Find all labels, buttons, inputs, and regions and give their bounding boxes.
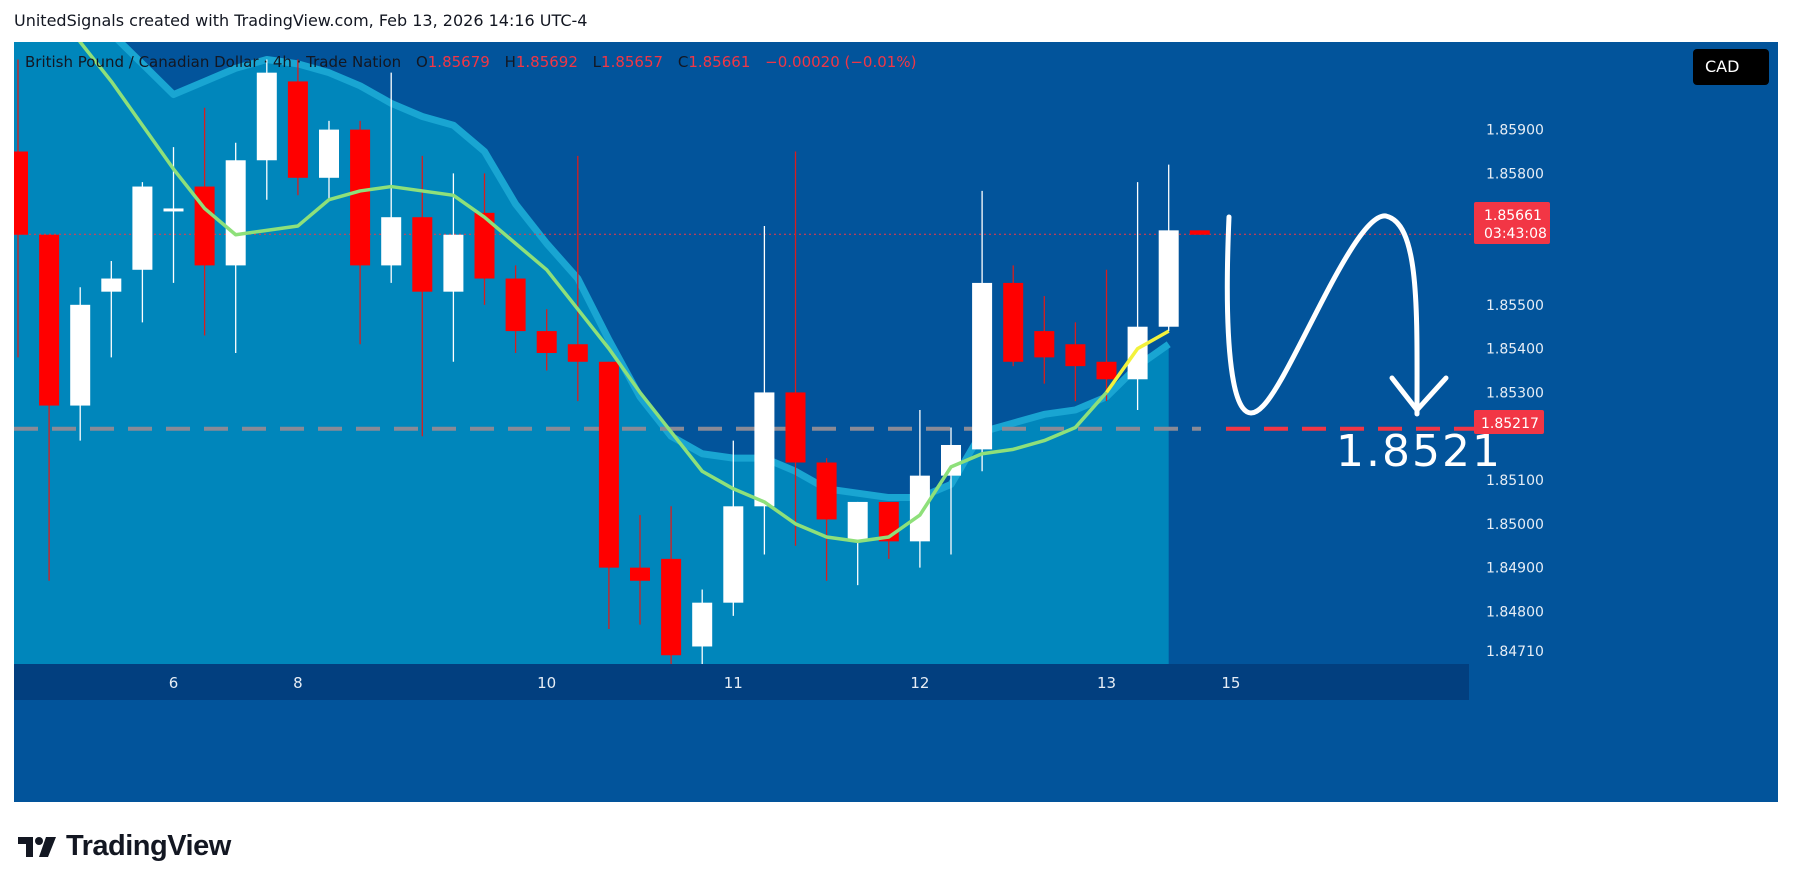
price-axis-tick-label: 1.85100 bbox=[1486, 473, 1544, 489]
price-axis-tick-label: 1.85000 bbox=[1486, 517, 1544, 533]
time-axis-tick-label: 12 bbox=[910, 674, 929, 692]
candle-body bbox=[194, 186, 215, 266]
candle-body bbox=[536, 331, 557, 353]
time-axis-tick-label: 8 bbox=[293, 674, 303, 692]
candle-body bbox=[1127, 326, 1148, 380]
candle-body bbox=[412, 217, 433, 292]
close-label: C bbox=[677, 53, 689, 71]
candle-body bbox=[443, 234, 464, 292]
tradingview-logo[interactable]: TradingView bbox=[18, 830, 231, 863]
candle-body bbox=[39, 234, 60, 406]
candle-body bbox=[723, 506, 744, 603]
candle-body bbox=[474, 212, 495, 279]
candle-body bbox=[692, 602, 713, 647]
symbol-legend: British Pound / Canadian Dollar · 4h · T… bbox=[25, 53, 926, 71]
time-axis-tick-label: 6 bbox=[169, 674, 179, 692]
time-axis-strip bbox=[14, 664, 1469, 700]
low-value: 1.85657 bbox=[601, 53, 664, 71]
price-axis-tick-label: 1.85300 bbox=[1486, 385, 1544, 401]
candle-body bbox=[14, 151, 28, 235]
high-label: H bbox=[504, 53, 516, 71]
candle-body bbox=[70, 304, 91, 406]
candle-body bbox=[132, 186, 153, 270]
price-axis-tick-label: 1.85400 bbox=[1486, 342, 1544, 358]
last-price-badge-countdown: 03:43:08 bbox=[1484, 226, 1547, 242]
candle-body bbox=[785, 392, 806, 463]
price-axis-tick-label: 1.84710 bbox=[1486, 644, 1544, 660]
open-label: O bbox=[415, 53, 428, 71]
candle-body bbox=[1065, 344, 1086, 367]
time-axis-tick-label: 11 bbox=[724, 674, 743, 692]
price-axis-tick-label: 1.84900 bbox=[1486, 561, 1544, 577]
candle-body bbox=[101, 278, 122, 292]
candle-body bbox=[319, 129, 339, 178]
candle-body bbox=[1189, 230, 1210, 235]
forecast-arrow-head bbox=[1389, 375, 1449, 413]
candle-body bbox=[941, 444, 961, 476]
candle-body bbox=[350, 129, 371, 266]
candle-body bbox=[972, 282, 993, 450]
price-badges: 1.85661 03:43:08 1.85217 bbox=[1474, 202, 1550, 434]
candle-body bbox=[1096, 361, 1117, 380]
open-value: 1.85679 bbox=[427, 53, 490, 71]
candle-body bbox=[287, 81, 308, 178]
candle-body bbox=[661, 558, 682, 656]
price-axis-tick-label: 1.84800 bbox=[1486, 604, 1544, 620]
candle-body bbox=[163, 208, 184, 212]
time-axis-tick-label: 15 bbox=[1221, 674, 1240, 692]
candle-body bbox=[1003, 282, 1024, 362]
forecast-arrow-layer: 1.8521 bbox=[1224, 213, 1502, 477]
price-axis-tick-label: 1.85900 bbox=[1486, 123, 1544, 139]
ma-line bbox=[78, 42, 1108, 544]
last-price-badge bbox=[1474, 202, 1550, 244]
candle-body bbox=[630, 567, 650, 581]
price-axis: 1.859001.858001.857001.855001.854001.853… bbox=[1486, 123, 1544, 660]
forecast-arrow-path bbox=[1224, 213, 1420, 417]
candle-body bbox=[1158, 230, 1179, 327]
candle-body bbox=[505, 278, 526, 332]
ma-line-layer bbox=[78, 42, 1170, 544]
target-price-annotation: 1.8521 bbox=[1336, 426, 1502, 477]
tradingview-mark-icon bbox=[18, 836, 56, 857]
time-axis-tick-label: 13 bbox=[1097, 674, 1116, 692]
ma-line-recent bbox=[1105, 329, 1170, 394]
candle-body bbox=[1034, 331, 1055, 358]
candle-body bbox=[381, 217, 402, 266]
candle-body bbox=[754, 392, 775, 507]
high-value: 1.85692 bbox=[515, 53, 578, 71]
level-price-badge-text: 1.85217 bbox=[1481, 416, 1539, 432]
candle-body bbox=[567, 344, 588, 362]
candle-body bbox=[847, 501, 868, 542]
currency-button[interactable]: CAD bbox=[1693, 49, 1769, 85]
level-price-badge bbox=[1474, 410, 1544, 434]
low-label: L bbox=[592, 53, 602, 71]
candles-layer bbox=[14, 59, 1210, 664]
time-axis: 6 8 10 11 12 13 15 bbox=[169, 674, 1241, 692]
candle-body bbox=[598, 361, 619, 568]
candle-body bbox=[816, 462, 837, 520]
close-value: 1.85661 bbox=[688, 53, 751, 71]
ma-band-area bbox=[14, 42, 1169, 664]
time-axis-tick-label: 10 bbox=[537, 674, 556, 692]
price-axis-tick-label: 1.85500 bbox=[1486, 298, 1544, 314]
ma-band-layer bbox=[14, 42, 1171, 664]
candle-body bbox=[225, 160, 246, 266]
tradingview-wordmark: TradingView bbox=[66, 830, 231, 862]
price-axis-tick-label: 1.85800 bbox=[1486, 166, 1544, 182]
symbol-title[interactable]: British Pound / Canadian Dollar · 4h · T… bbox=[25, 53, 402, 71]
candle-body bbox=[256, 72, 277, 161]
chart-credit: UnitedSignals created with TradingView.c… bbox=[14, 11, 588, 30]
change-value: −0.00020 (−0.01%) bbox=[765, 53, 917, 71]
candle-body bbox=[909, 475, 930, 542]
last-price-badge-price: 1.85661 bbox=[1484, 208, 1542, 224]
